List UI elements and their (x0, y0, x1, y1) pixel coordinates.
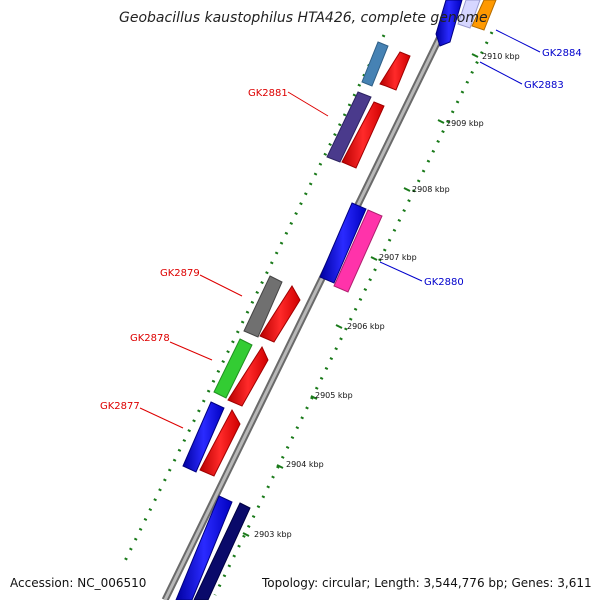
accession-text: Accession: NC_006510 (10, 576, 146, 590)
gene-red (199, 408, 241, 477)
gene-blue (319, 202, 367, 284)
tick-label: 2906 kbp (347, 322, 385, 331)
tick-label: 2908 kbp (412, 185, 450, 194)
gene-red (341, 101, 385, 169)
gene-label-gk2878[interactable]: GK2878 (130, 333, 170, 344)
topology-text: Topology: circular; Length: 3,544,776 bp… (261, 576, 592, 590)
tick-label: 2904 kbp (286, 460, 324, 469)
map-title: Geobacillus kaustophilus HTA426, complet… (119, 10, 488, 26)
label-leaders (139, 29, 541, 429)
gene-red (379, 51, 411, 91)
gene-pink (333, 209, 383, 293)
gene-label-gk2877[interactable]: GK2877 (100, 401, 140, 412)
gene-label-gk2881[interactable]: GK2881 (248, 88, 288, 99)
tick-label: 2903 kbp (254, 530, 292, 539)
tick-marks (242, 53, 479, 537)
gene-red (227, 345, 269, 407)
gene-steelblue (361, 41, 389, 87)
gene-orange (471, 0, 497, 31)
gene-navy (193, 502, 251, 600)
gene-red (259, 285, 301, 343)
gene-blocks (175, 41, 411, 600)
tick-label: 2909 kbp (446, 119, 484, 128)
gene-blue (175, 495, 233, 600)
gene-blocks-reverse (319, 0, 497, 293)
genome-backbone-highlight (163, 0, 460, 600)
outer-dotted-track (121, 34, 386, 566)
gene-blue (182, 401, 225, 473)
gene-purple (326, 91, 372, 163)
gene-green (213, 338, 253, 399)
gene-label-gk2883[interactable]: GK2883 (524, 80, 564, 91)
tick-label: 2907 kbp (379, 253, 417, 262)
gene-label-gk2880[interactable]: GK2880 (424, 277, 464, 288)
tick-label: 2905 kbp (315, 391, 353, 400)
gene-gray (243, 275, 283, 338)
gene-label-gk2884[interactable]: GK2884 (542, 48, 582, 59)
gene-blue (435, 0, 463, 47)
gene-label-gk2879[interactable]: GK2879 (160, 268, 200, 279)
tick-label: 2910 kbp (482, 52, 520, 61)
gene-lightblue (457, 0, 481, 29)
